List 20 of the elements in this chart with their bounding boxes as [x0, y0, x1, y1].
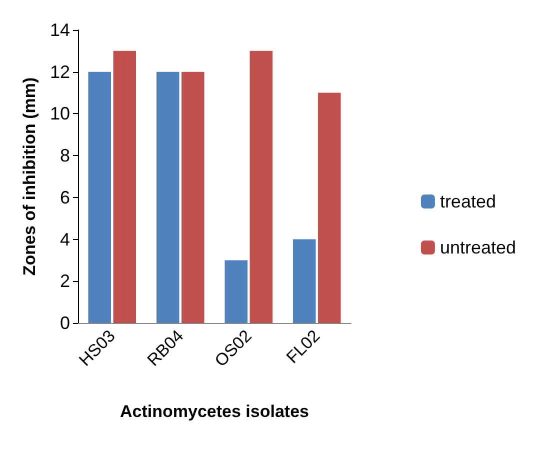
bar [224, 260, 248, 323]
bar [292, 239, 316, 323]
y-tick-label: 14 [50, 20, 70, 40]
y-tick-label: 12 [50, 62, 70, 82]
bar [318, 92, 341, 323]
bar [182, 72, 204, 323]
bar [250, 50, 273, 323]
legend-label: untreated [440, 238, 516, 258]
x-axis-title: Actinomycetes isolates [120, 402, 309, 421]
bar [88, 72, 111, 323]
legend-label: treated [440, 192, 496, 212]
y-tick-label: 4 [60, 229, 70, 250]
y-tick-label: 10 [50, 104, 70, 124]
y-tick-label: 6 [60, 187, 70, 208]
y-tick-label: 8 [60, 146, 70, 166]
y-tick-label: 0 [60, 313, 70, 333]
bar [156, 72, 180, 323]
y-tick-label: 2 [60, 271, 70, 292]
y-axis-title: Zones of inhibition (mm) [20, 77, 39, 276]
bar [113, 50, 136, 323]
